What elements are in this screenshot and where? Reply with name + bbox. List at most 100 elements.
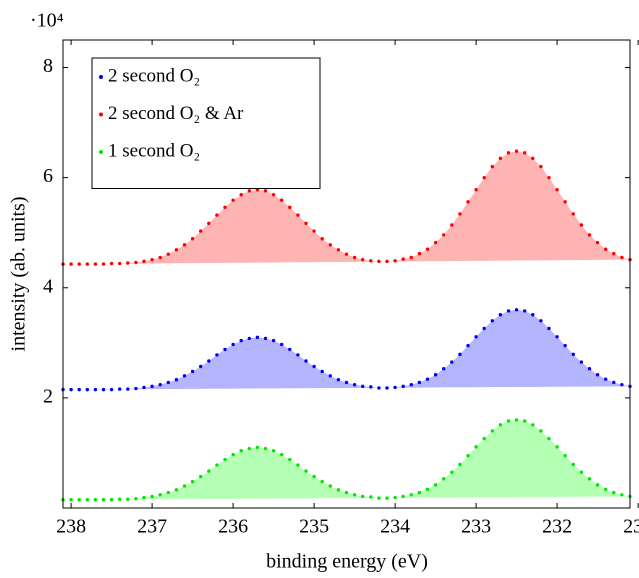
data-point (166, 252, 170, 256)
data-point (93, 262, 98, 266)
data-point (85, 498, 90, 502)
data-point (166, 490, 170, 495)
data-point (425, 487, 430, 491)
data-point (539, 319, 543, 323)
data-point (344, 252, 349, 256)
data-point (296, 353, 300, 357)
data-point (336, 378, 341, 382)
data-point (118, 261, 122, 266)
data-point (474, 445, 478, 449)
data-point (118, 497, 122, 501)
data-point (442, 367, 446, 371)
data-point (393, 259, 397, 263)
data-point (182, 374, 187, 378)
data-point (271, 338, 276, 343)
legend: 2 second O₂ 2 second O₂ & Ar 1 second O₂ (91, 57, 321, 189)
data-point (450, 360, 454, 364)
data-point (134, 260, 138, 265)
data-point (77, 498, 81, 502)
data-point (166, 380, 170, 385)
data-point (409, 493, 413, 497)
legend-marker (99, 75, 103, 79)
data-point (425, 247, 430, 251)
data-point (336, 248, 341, 252)
data-point (142, 385, 146, 390)
data-point (85, 262, 90, 266)
x-tick-label: 236 (218, 516, 248, 538)
data-point (304, 359, 308, 363)
data-point (490, 164, 494, 169)
data-point (523, 419, 527, 423)
data-point (182, 243, 187, 247)
data-point (263, 336, 268, 341)
data-point (458, 462, 462, 467)
plot-frame (62, 39, 631, 509)
data-point (231, 342, 235, 347)
data-point (490, 429, 494, 433)
data-point (620, 382, 624, 387)
data-point (587, 367, 592, 371)
data-point (296, 463, 300, 467)
data-point (514, 308, 519, 312)
data-point (271, 193, 276, 197)
data-point (369, 259, 373, 263)
data-point (199, 474, 203, 479)
axes: 238 237 236 235 234 233 232 231 2 4 6 8 (43, 40, 639, 538)
y-tick-label: 2 (43, 385, 53, 407)
data-point (369, 495, 373, 499)
data-point (612, 251, 616, 256)
data-point (215, 213, 219, 217)
data-point (466, 200, 470, 204)
data-point (579, 223, 584, 227)
data-point (417, 490, 422, 495)
data-point (433, 373, 438, 377)
data-point (93, 387, 98, 392)
data-point (587, 233, 592, 237)
data-point (223, 347, 227, 352)
x-axis-label: binding energy (eV) (266, 551, 428, 573)
data-point (612, 490, 616, 495)
data-point (498, 313, 503, 317)
x-tick-label: 235 (299, 516, 329, 538)
data-point (280, 452, 284, 457)
data-point (174, 378, 179, 382)
data-point (539, 164, 543, 169)
x-tick-label: 238 (56, 516, 86, 538)
data-point (109, 387, 114, 392)
data-point (401, 494, 405, 499)
data-point (223, 205, 227, 210)
data-point (77, 262, 81, 266)
data-point (247, 446, 251, 451)
data-point (377, 496, 381, 500)
data-point (385, 496, 389, 500)
data-point (393, 495, 397, 500)
data-point (101, 387, 106, 392)
peak-area (63, 309, 630, 390)
data-point (563, 453, 567, 458)
data-point (304, 221, 308, 226)
data-point (401, 257, 405, 261)
data-point (604, 487, 608, 491)
data-point (190, 479, 195, 484)
legend-label: 2 second O₂ (108, 65, 200, 86)
data-points (61, 149, 632, 502)
data-point (296, 213, 300, 217)
data-point (547, 436, 551, 441)
data-point (288, 205, 292, 210)
x-tick-label: 232 (542, 516, 572, 538)
data-point (255, 335, 260, 340)
data-point (69, 498, 73, 502)
data-point (247, 189, 251, 193)
data-point (69, 387, 73, 392)
data-point (344, 380, 349, 385)
data-point (101, 498, 106, 502)
data-point (126, 387, 130, 391)
data-point (158, 382, 162, 387)
data-point (514, 149, 519, 153)
data-point (474, 188, 478, 192)
legend-label: 2 second O₂ & Ar (108, 103, 244, 124)
data-point (207, 359, 211, 363)
y-multiplier: ·10⁴ (30, 10, 64, 32)
data-point (231, 198, 235, 202)
data-point (85, 387, 90, 392)
